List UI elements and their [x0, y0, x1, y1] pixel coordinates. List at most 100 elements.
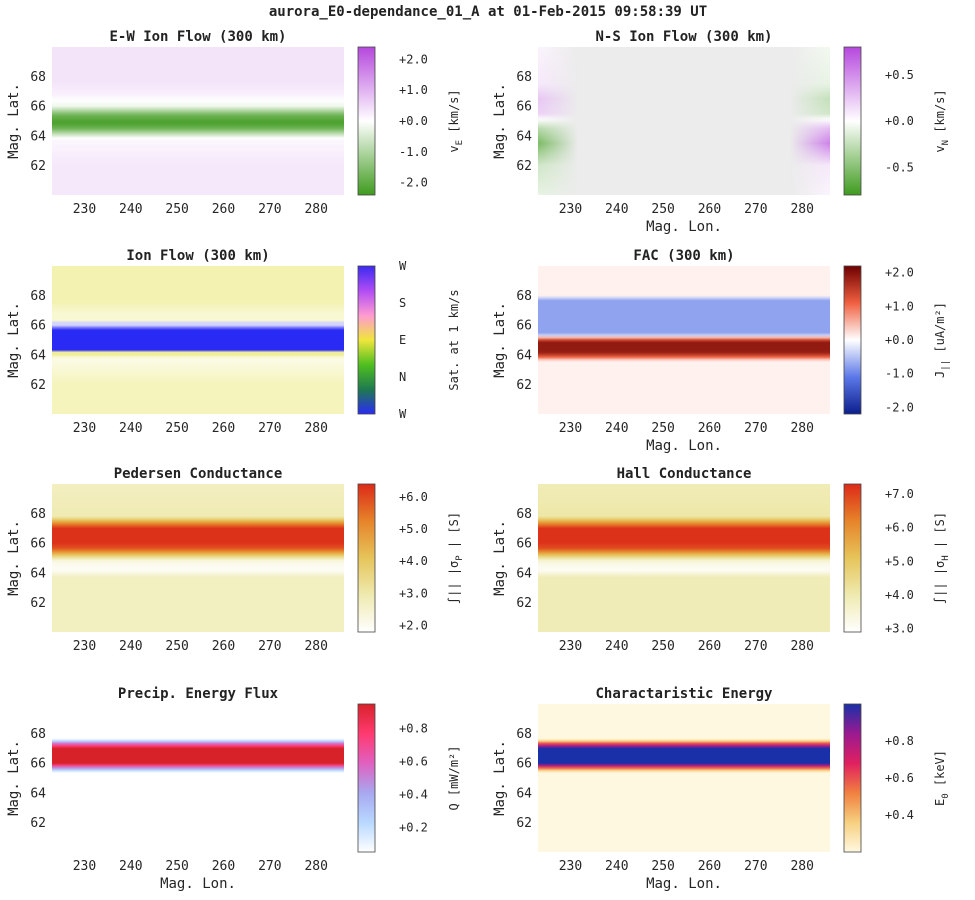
y-tick-label: 66 [516, 319, 532, 334]
y-tick-label: 62 [30, 378, 46, 393]
y-tick-label: 68 [30, 507, 46, 522]
y-tick-label: 68 [30, 289, 46, 304]
colorbar [843, 265, 862, 415]
colorbar-tick-label: +0.6 [885, 771, 914, 785]
heatmap-field [52, 704, 344, 852]
y-tick-label: 68 [30, 727, 46, 742]
colorbar [843, 483, 862, 633]
x-tick-label: 250 [165, 639, 188, 654]
x-tick-label: 280 [304, 639, 327, 654]
x-tick-label: 250 [165, 859, 188, 874]
colorbar-tick-label: +3.0 [399, 586, 428, 600]
x-tick-label: 240 [605, 859, 628, 874]
heatmap-field [52, 47, 344, 195]
x-tick-label: 250 [651, 859, 674, 874]
panel-7: Precip. Energy Flux 62 64 66 68 230 240 250 260 2… [6, 686, 461, 892]
x-tick-label: 240 [605, 639, 628, 654]
colorbar-tick-label: +0.8 [399, 722, 428, 736]
x-tick-label: 260 [212, 421, 235, 436]
panel-title: Ion Flow (300 km) [126, 248, 269, 264]
colorbar-tick-label: N [399, 370, 406, 384]
y-tick-label: 62 [30, 159, 46, 174]
x-tick-label: 230 [559, 859, 582, 874]
heatmap-edge-west [538, 47, 578, 195]
colorbar-tick-label: W [399, 259, 407, 273]
heatmap-field [52, 484, 344, 632]
colorbar-tick-label: +1.0 [399, 83, 428, 97]
x-tick-label: 250 [651, 202, 674, 217]
x-tick-label: 240 [119, 421, 142, 436]
y-tick-label: 64 [516, 786, 532, 801]
y-tick-label: 62 [516, 596, 532, 611]
colorbar-label: vE [km/s] [447, 89, 465, 152]
panel-4: FAC (300 km) 62 64 66 68 230 240 250 260 270 280 Ma… [492, 248, 951, 454]
panel-6: Hall Conductance 62 64 66 68 230 240 250 260 270 2… [492, 466, 951, 654]
y-tick-label: 66 [30, 757, 46, 772]
x-axis-label: Mag. Lon. [646, 219, 722, 235]
colorbar-tick-label: -0.5 [885, 160, 914, 174]
y-tick-label: 66 [516, 757, 532, 772]
panel-2: N-S Ion Flow (300 km) 62 64 66 68 230 240 250 26… [492, 29, 951, 235]
x-tick-label: 260 [212, 202, 235, 217]
panel-title: E-W Ion Flow (300 km) [109, 29, 286, 45]
colorbar-tick-label: +0.0 [885, 114, 914, 128]
y-axis-label: Mag. Lat. [6, 302, 22, 378]
x-tick-label: 270 [258, 202, 281, 217]
x-tick-label: 230 [559, 639, 582, 654]
colorbar-label: ∫|| |σP | [S] [447, 512, 465, 604]
colorbar-label: Sat. at 1 km/s [447, 289, 461, 390]
heatmap-field [538, 47, 830, 195]
colorbar-label: J|| [uA/m²] [933, 302, 951, 378]
x-axis-label: Mag. Lon. [646, 876, 722, 892]
y-tick-label: 64 [516, 129, 532, 144]
colorbar-tick-label: -2.0 [399, 176, 428, 190]
colorbar-tick-label: W [399, 407, 407, 421]
y-tick-label: 64 [30, 786, 46, 801]
colorbar-tick-label: +4.0 [399, 554, 428, 568]
colorbar-tick-label: +3.0 [885, 622, 914, 636]
x-tick-label: 270 [744, 421, 767, 436]
x-tick-label: 230 [559, 421, 582, 436]
y-tick-label: 64 [30, 348, 46, 363]
colorbar-tick-label: +2.0 [399, 52, 428, 66]
y-tick-label: 68 [516, 70, 532, 85]
heatmap-field [538, 484, 830, 632]
x-tick-label: 250 [651, 421, 674, 436]
colorbar [357, 46, 376, 196]
colorbar-tick-label: -2.0 [885, 400, 914, 414]
y-tick-label: 64 [516, 566, 532, 581]
x-tick-label: 230 [73, 202, 96, 217]
x-tick-label: 230 [73, 639, 96, 654]
colorbar-tick-label: S [399, 296, 406, 310]
colorbar [357, 483, 376, 633]
y-tick-label: 62 [516, 159, 532, 174]
y-tick-label: 64 [30, 129, 46, 144]
colorbar-label: vN [km/s] [933, 89, 951, 152]
y-tick-label: 62 [516, 378, 532, 393]
x-tick-label: 240 [119, 859, 142, 874]
panel-3: Ion Flow (300 km) 62 64 66 68 230 240 250 260 270… [6, 248, 461, 436]
y-tick-label: 64 [516, 348, 532, 363]
x-tick-label: 240 [605, 202, 628, 217]
y-tick-label: 66 [516, 537, 532, 552]
x-tick-label: 250 [165, 202, 188, 217]
colorbar-tick-label: +0.2 [399, 820, 428, 834]
x-tick-label: 260 [698, 859, 721, 874]
x-tick-label: 280 [790, 421, 813, 436]
colorbar [843, 46, 862, 196]
colorbar-tick-label: E [399, 333, 406, 347]
colorbar-tick-label: +6.0 [885, 521, 914, 535]
y-axis-label: Mag. Lat. [6, 83, 22, 159]
x-tick-label: 240 [119, 639, 142, 654]
colorbar-tick-label: +6.0 [399, 490, 428, 504]
figure-suptitle: aurora_E0-dependance_01_A at 01-Feb-2015… [269, 4, 707, 20]
colorbar [357, 265, 376, 415]
x-tick-label: 280 [790, 202, 813, 217]
y-tick-label: 66 [30, 537, 46, 552]
colorbar-tick-label: +5.0 [399, 522, 428, 536]
x-tick-label: 270 [744, 859, 767, 874]
colorbar-label: ∫|| |σH | [S] [933, 512, 951, 604]
colorbar-tick-label: +0.5 [885, 68, 914, 82]
x-tick-label: 270 [258, 421, 281, 436]
